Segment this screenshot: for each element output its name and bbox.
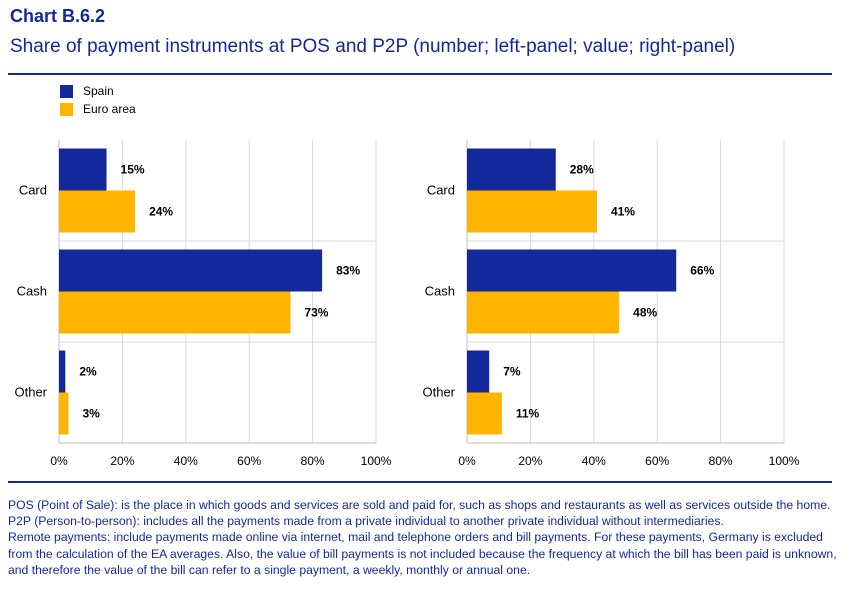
data-label: 66% <box>690 264 714 278</box>
legend-item-spain: Spain <box>60 82 136 100</box>
bar-euro-area <box>467 291 620 334</box>
legend-swatch-spain <box>60 84 73 98</box>
category-label: Card <box>427 183 455 198</box>
legend-swatch-euro-area <box>60 102 73 116</box>
bar-spain <box>59 148 107 191</box>
bar-spain <box>59 249 323 292</box>
top-rule <box>8 73 832 75</box>
x-tick-label: 20% <box>518 454 542 468</box>
legend-label-spain: Spain <box>83 84 114 98</box>
x-tick-label: 40% <box>582 454 606 468</box>
charts-canvas: 0% 20% 40% 60% 80% 100% Card 15% 24% Cash 83% 73% Ot… <box>14 140 800 468</box>
category-label: Cash <box>425 284 455 299</box>
data-label: 2% <box>79 365 97 379</box>
bar-spain <box>467 350 490 393</box>
category-label: Other <box>14 385 47 400</box>
x-tick-label: 80% <box>709 454 733 468</box>
bar-euro-area <box>467 190 597 233</box>
bar-euro-area <box>59 190 136 233</box>
legend-label-euro-area: Euro area <box>83 102 136 116</box>
data-label: 73% <box>304 306 328 320</box>
x-tick-label: 60% <box>645 454 669 468</box>
bar-euro-area <box>467 392 502 435</box>
data-label: 11% <box>516 407 540 421</box>
data-label: 7% <box>503 365 521 379</box>
data-label: 3% <box>83 407 101 421</box>
note-pos: POS (Point of Sale): is the place in whi… <box>8 498 831 512</box>
note-p2p: P2P (Person-to-person): includes all the… <box>8 514 724 529</box>
x-tick-label: 80% <box>301 454 325 468</box>
bar-spain <box>59 350 66 393</box>
category-label: Card <box>19 183 47 198</box>
category-label: Other <box>422 385 455 400</box>
data-label: 83% <box>336 264 360 278</box>
note-remote: Remote payments: include payments made o… <box>8 530 837 577</box>
data-label: 15% <box>121 163 145 177</box>
bar-euro-area <box>59 291 291 334</box>
legend-item-euro-area: Euro area <box>60 100 136 118</box>
category-label: Cash <box>17 284 47 299</box>
data-label: 48% <box>633 306 657 320</box>
bar-euro-area <box>59 392 69 435</box>
data-label: 28% <box>570 163 594 177</box>
bottom-rule <box>8 481 832 483</box>
chart-number: Chart B.6.2 <box>10 6 106 26</box>
legend: Spain Euro area <box>60 82 136 118</box>
x-tick-label: 0% <box>50 454 68 468</box>
bar-spain <box>467 249 677 292</box>
data-label: 41% <box>611 205 635 219</box>
data-label: 24% <box>149 205 173 219</box>
x-tick-label: 100% <box>769 454 800 468</box>
x-tick-label: 20% <box>110 454 134 468</box>
x-tick-label: 100% <box>361 454 392 468</box>
x-tick-label: 0% <box>458 454 476 468</box>
chart-title: Share of payment instruments at POS and … <box>10 36 736 57</box>
x-tick-label: 40% <box>174 454 198 468</box>
x-tick-label: 60% <box>237 454 261 468</box>
footnotes: POS (Point of Sale): is the place in whi… <box>8 497 838 578</box>
bar-spain <box>467 148 556 191</box>
